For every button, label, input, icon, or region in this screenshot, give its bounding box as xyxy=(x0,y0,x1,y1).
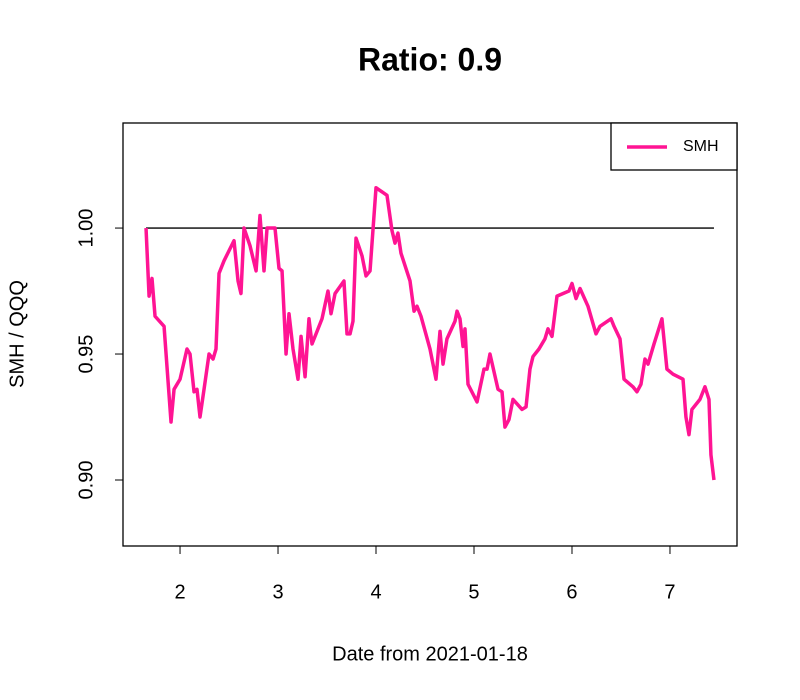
x-axis-label: Date from 2021-01-18 xyxy=(332,643,528,665)
y-tick-label: 1.00 xyxy=(75,209,97,248)
chart-title: Ratio: 0.9 xyxy=(358,41,502,77)
y-tick-label: 0.90 xyxy=(75,461,97,500)
x-tick-label: 7 xyxy=(664,581,675,603)
x-tick-label: 4 xyxy=(370,581,381,603)
series-line xyxy=(144,185,716,481)
x-tick-label: 6 xyxy=(566,581,577,603)
legend-label: SMH xyxy=(683,138,719,155)
x-tick-label: 3 xyxy=(272,581,283,603)
x-tick-label: 5 xyxy=(468,581,479,603)
y-tick-label: 0.95 xyxy=(75,335,97,374)
y-axis-label: SMH / QQQ xyxy=(6,280,28,388)
x-tick-label: 2 xyxy=(174,581,185,603)
